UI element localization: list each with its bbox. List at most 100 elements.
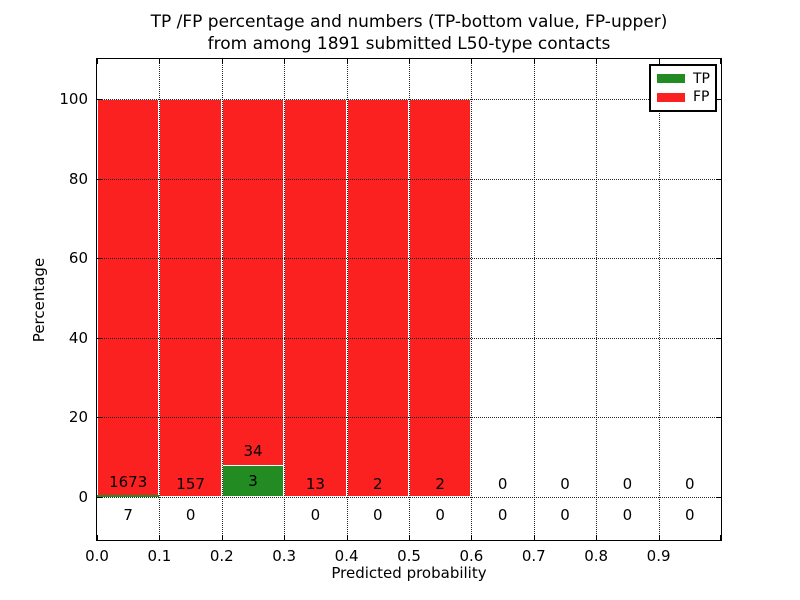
y-tick-label: 40: [68, 328, 88, 347]
legend: TP FP: [649, 64, 717, 112]
fp-legend-label: FP: [693, 89, 710, 106]
x-tick-label: 0.5: [397, 547, 421, 565]
x-tick-label: 0.6: [459, 547, 484, 565]
tp-legend-label: TP: [693, 70, 710, 87]
y-tick-mark: [716, 178, 721, 180]
y-tick-mark: [716, 417, 721, 419]
x-tick-mark: [409, 59, 410, 64]
x-tick-label: 0.0: [85, 547, 109, 565]
gridline-vertical: [658, 59, 660, 540]
x-tick-mark: [533, 535, 535, 540]
chart-title-line2: from among 1891 submitted L50-type conta…: [207, 34, 611, 54]
gridline-horizontal: [97, 497, 721, 498]
tp-count-label: 0: [185, 505, 196, 524]
gridline-horizontal: [97, 258, 721, 260]
fp-count-label: 0: [622, 474, 633, 493]
x-tick-mark: [346, 535, 348, 540]
fp-bar: [159, 99, 222, 497]
tp-count-label: 0: [373, 505, 383, 524]
y-tick-label: 60: [68, 249, 88, 268]
tp-count-label: 0: [497, 505, 508, 524]
gridline-horizontal: [97, 417, 721, 419]
gridline-horizontal: [97, 99, 721, 100]
gridline-vertical: [159, 59, 161, 540]
tp-count-label: 0: [622, 505, 633, 524]
fp-count-label: 2: [435, 474, 445, 493]
y-tick-mark: [97, 258, 102, 260]
gridline-vertical: [409, 59, 410, 540]
tp-count-label: 0: [310, 505, 321, 524]
y-tick-mark: [716, 99, 721, 100]
gridline-vertical: [596, 59, 598, 540]
x-tick-mark: [221, 59, 223, 64]
x-tick-mark: [97, 59, 98, 64]
x-tick-mark: [97, 535, 98, 540]
gridline-vertical: [346, 59, 348, 540]
fp-count-label: 0: [685, 474, 695, 493]
chart-title-line1: TP /FP percentage and numbers (TP-bottom…: [150, 12, 668, 32]
y-tick-label: 100: [59, 90, 88, 108]
y-tick-mark: [716, 337, 721, 339]
fp-count-label: 1673: [109, 472, 148, 491]
fp-bar: [409, 99, 472, 497]
y-tick-mark: [97, 337, 102, 339]
x-tick-mark: [720, 535, 721, 540]
x-tick-mark: [284, 59, 286, 64]
gridline-horizontal: [97, 337, 721, 339]
fp-count-label: 2: [373, 474, 383, 493]
fp-bar: [97, 99, 160, 497]
x-tick-mark: [221, 535, 223, 540]
tp-count-label: 7: [123, 505, 133, 524]
fp-bar: [221, 99, 285, 497]
gridline-vertical: [471, 59, 473, 540]
y-tick-mark: [97, 99, 102, 100]
x-tick-mark: [471, 59, 473, 64]
x-tick-mark: [159, 535, 161, 540]
fp-count-label: 0: [497, 474, 508, 493]
tp-count-label: 0: [560, 505, 570, 524]
gridline-vertical: [221, 59, 223, 540]
x-tick-mark: [471, 535, 473, 540]
x-tick-mark: [159, 59, 161, 64]
fp-count-label: 0: [560, 474, 570, 493]
gridline-horizontal: [97, 178, 721, 180]
plot-area: TP FP 1673 7 157 0 34 3 13 0 2 0 2 0 0 0 0 0 0 0 0 0: [96, 58, 722, 541]
legend-item-fp: FP: [657, 89, 710, 106]
fp-bar: [346, 99, 409, 497]
x-axis-label: Predicted probability: [331, 564, 487, 582]
x-tick-label: 0.3: [272, 547, 297, 565]
fp-count-label: 157: [176, 474, 205, 493]
y-tick-mark: [97, 417, 102, 419]
tp-legend-swatch: [657, 74, 685, 84]
y-tick-label: 80: [68, 169, 88, 188]
x-tick-label: 0.7: [521, 547, 546, 565]
fp-legend-swatch: [657, 92, 685, 102]
legend-item-tp: TP: [657, 70, 710, 87]
x-tick-mark: [658, 535, 660, 540]
tp-count-label: 3: [248, 471, 258, 490]
y-tick-label: 0: [78, 488, 88, 506]
y-tick-label: 20: [68, 408, 88, 427]
fp-count-label: 13: [305, 474, 325, 493]
x-tick-label: 0.8: [584, 547, 609, 565]
x-tick-mark: [284, 535, 286, 540]
gridline-vertical: [284, 59, 286, 540]
fp-count-label: 34: [243, 442, 263, 461]
tp-bar: [97, 495, 160, 497]
y-tick-mark: [97, 497, 102, 498]
x-tick-mark: [720, 59, 721, 64]
x-tick-label: 0.4: [334, 547, 359, 565]
fp-bar: [284, 99, 347, 497]
x-tick-mark: [596, 535, 598, 540]
y-tick-mark: [716, 258, 721, 260]
chart-title: TP /FP percentage and numbers (TP-bottom…: [97, 11, 721, 55]
x-tick-mark: [658, 59, 660, 64]
x-tick-mark: [533, 59, 535, 64]
y-tick-mark: [716, 497, 721, 498]
tp-count-label: 0: [685, 505, 695, 524]
tp-count-label: 0: [435, 505, 445, 524]
x-tick-mark: [596, 59, 598, 64]
x-tick-mark: [409, 535, 410, 540]
x-tick-label: 0.1: [147, 547, 172, 565]
